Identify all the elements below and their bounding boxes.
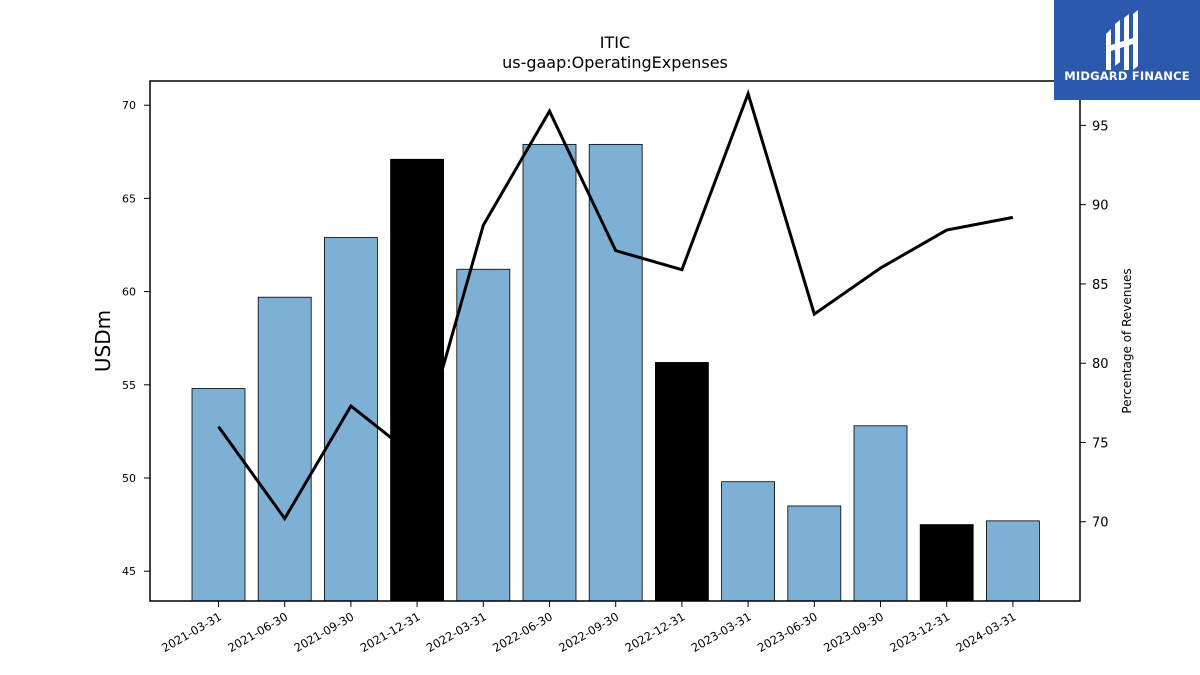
bar-2024-03-31: [986, 520, 1040, 602]
bar-2023-06-30: [787, 505, 842, 602]
bar-2022-06-30: [522, 143, 577, 602]
chart-title: ITIC: [600, 33, 630, 52]
bar-2023-03-31: [721, 481, 775, 602]
midgard-finance-logo: MIDGARD FINANCE: [1054, 0, 1200, 100]
x-tick-label: 2023-12-31: [887, 609, 952, 655]
x-tick-label: 2022-09-30: [556, 609, 621, 655]
x-tick-label: 2023-03-31: [689, 609, 754, 655]
y2-tick-label: 80: [1092, 357, 1109, 372]
y2-tick-label: 95: [1092, 119, 1109, 134]
x-tick-label: 2022-12-31: [623, 609, 688, 655]
bar-2023-12-31: [919, 524, 974, 602]
chart-subtitle: us-gaap:OperatingExpenses: [502, 53, 728, 72]
y-tick-label: 45: [122, 565, 136, 578]
percentage-line: [217, 88, 1014, 522]
y2-tick-label: 85: [1092, 278, 1109, 293]
y-tick-label: 55: [122, 379, 136, 392]
bar-2022-09-30: [588, 143, 643, 602]
plot-frame: [149, 80, 1081, 602]
x-tick-label: 2022-03-31: [424, 609, 489, 655]
y2-tick-label: 90: [1092, 199, 1109, 214]
y2-tick-label: 70: [1092, 516, 1109, 531]
y2-tick-label: 75: [1092, 436, 1109, 451]
y-tick-label: 70: [122, 99, 136, 112]
bar-2021-12-31: [390, 158, 445, 602]
bar-2022-12-31: [655, 362, 709, 602]
x-tick-label: 2023-06-30: [755, 609, 820, 655]
x-tick-label: 2024-03-31: [954, 609, 1019, 655]
bar-2021-03-31: [191, 388, 246, 602]
x-tick-label: 2022-06-30: [490, 609, 555, 655]
x-tick-label: 2021-06-30: [225, 609, 290, 655]
logo-mark-icon: [1106, 10, 1138, 70]
x-tick-label: 2021-09-30: [292, 609, 357, 655]
y-tick-label: 65: [122, 192, 136, 205]
y-tick-label: 50: [122, 472, 136, 485]
y2-axis-label: Percentage of Revenues: [1120, 268, 1134, 413]
x-tick-label: 2023-09-30: [821, 609, 886, 655]
bar-2021-06-30: [257, 296, 312, 602]
x-tick-label: 2021-12-31: [358, 609, 423, 655]
y-axis-label: USDm: [91, 310, 115, 372]
bar-2022-03-31: [456, 268, 511, 602]
bar-2023-09-30: [853, 425, 908, 602]
logo-text: MIDGARD FINANCE: [1064, 69, 1190, 83]
x-tick-label: 2021-03-31: [159, 609, 224, 655]
y-tick-label: 60: [122, 286, 136, 299]
